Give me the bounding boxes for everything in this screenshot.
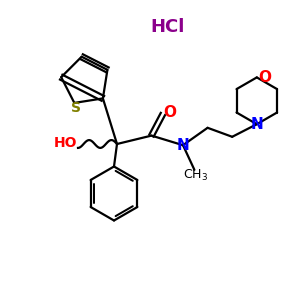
Text: O: O	[259, 70, 272, 85]
Text: CH$_3$: CH$_3$	[183, 168, 208, 183]
Text: HO: HO	[54, 136, 77, 150]
Text: HCl: HCl	[151, 18, 185, 36]
Text: N: N	[177, 138, 189, 153]
Text: N: N	[250, 117, 263, 132]
Text: S: S	[71, 101, 81, 115]
Text: O: O	[163, 105, 176, 120]
